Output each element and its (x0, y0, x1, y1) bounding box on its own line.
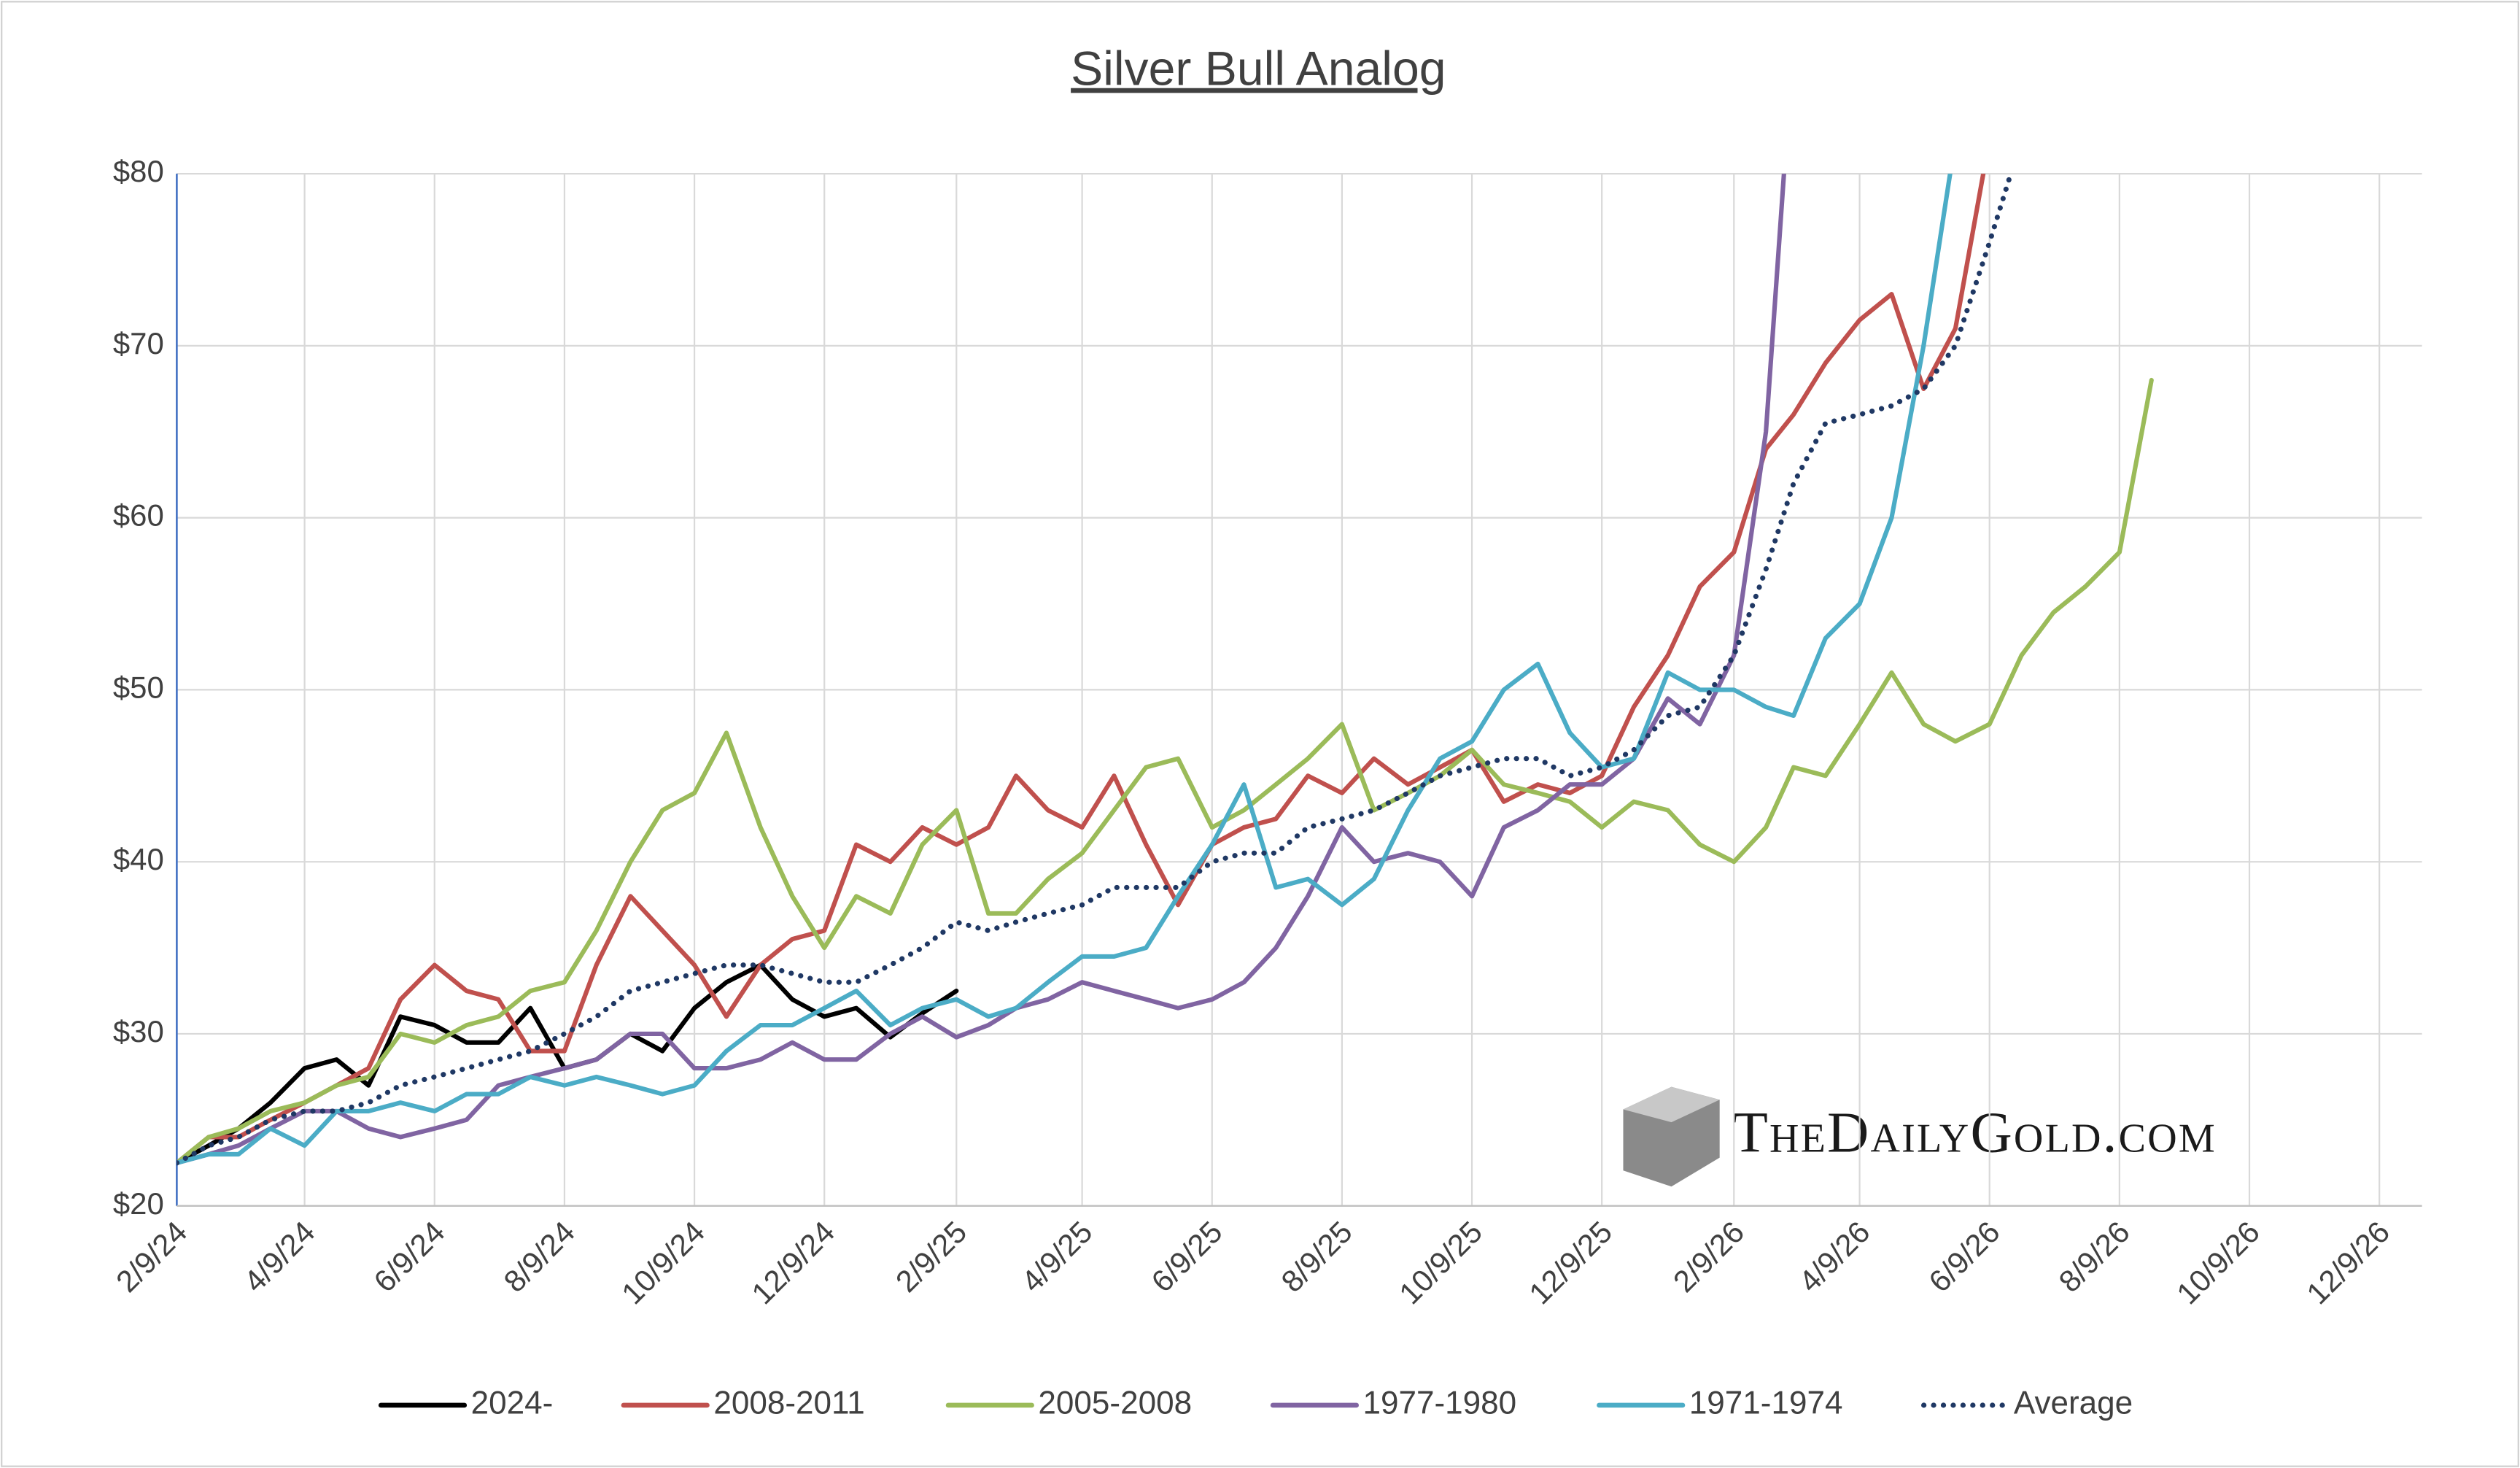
legend-label: 1977-1980 (1363, 1386, 1517, 1421)
legend-label: 2005-2008 (1038, 1386, 1192, 1421)
y-tick-label: $40 (113, 842, 164, 876)
y-tick-label: $50 (113, 670, 164, 704)
legend-label: 1971-1974 (1689, 1386, 1843, 1421)
series-line (177, 174, 1786, 1165)
y-tick-label: $30 (113, 1014, 164, 1048)
y-tick-label: $70 (113, 326, 164, 360)
legend-label: Average (2014, 1386, 2133, 1421)
series-line (177, 174, 2014, 1166)
plot-lines (177, 174, 2154, 1166)
series-line (177, 174, 1953, 1165)
series-line (177, 377, 2154, 1165)
legend-label: 2024- (471, 1386, 554, 1421)
chart-title: Silver Bull Analog (1071, 42, 1446, 96)
watermark-text: TheDailyGold.com (1732, 1100, 2217, 1164)
grid (176, 172, 2422, 1207)
y-tick-label: $20 (113, 1186, 164, 1221)
legend-label: 2008-2011 (713, 1386, 864, 1421)
watermark-icon-top (1623, 1086, 1720, 1123)
legend: 2024- 2008-2011 2005-2008 1977-1980 1971-197… (378, 1386, 2133, 1421)
series-line (177, 174, 1986, 1165)
watermark: TheDailyGold.com (1623, 1086, 2217, 1187)
y-tick-label: $60 (113, 498, 164, 533)
y-tick-label: $80 (113, 154, 164, 188)
